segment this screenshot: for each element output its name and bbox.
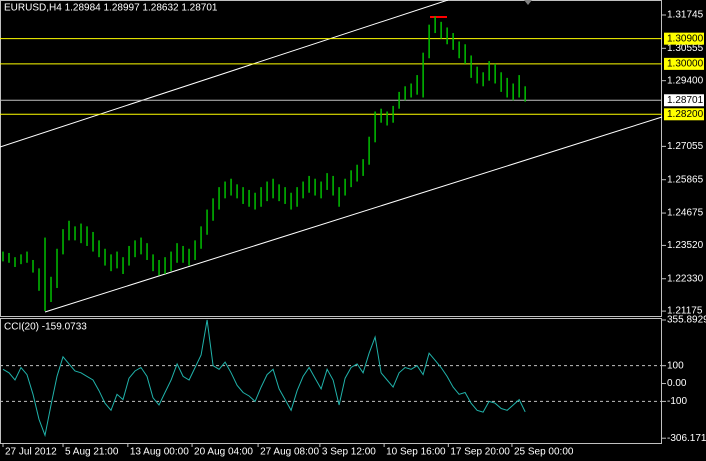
y-tick-label: 1.31745 [667,10,704,21]
y-tick-label: 0.00 [667,378,687,389]
indicator-title: CCI(20) -159.0733 [4,322,87,333]
level-label: 1.30000 [667,59,704,70]
level-label-box [664,108,704,121]
x-tick-label: 27 Aug 08:00 [260,447,319,458]
x-tick-label: 3 Sep 12:00 [322,447,376,458]
y-tick-label: 1.24675 [667,208,704,219]
x-tick-label: 10 Sep 16:00 [386,447,446,458]
x-tick-label: 25 Sep 00:00 [514,447,574,458]
level-label: 1.28200 [667,109,704,120]
x-tick-label: 5 Aug 21:00 [65,447,119,458]
cci-line [2,319,526,438]
channel-line [44,116,663,313]
y-tick-label: -306.171 [667,433,706,444]
x-tick-label: 13 Aug 00:00 [130,447,189,458]
x-tick-label: 27 Jul 2012 [5,447,57,458]
level-label-box [664,57,704,70]
y-tick-label: 100 [667,360,684,371]
level-label-box [664,94,704,107]
y-tick-label: 1.27055 [667,141,704,152]
x-tick-label: 20 Aug 04:00 [194,447,253,458]
y-tick-label: 1.21175 [667,306,703,317]
level-label-box [664,32,704,45]
channel-line [0,0,449,148]
y-tick-label: 1.30555 [667,43,704,54]
cci-panel-frame [0,318,662,444]
level-label: 1.28701 [667,95,704,106]
y-tick-label: -100 [667,396,687,407]
level-label: 1.30900 [667,33,704,44]
x-tick-label: 17 Sep 20:00 [450,447,510,458]
y-tick-label: 1.23520 [667,240,704,251]
chart-title: EURUSD,H4 1.28984 1.28997 1.28632 1.2870… [4,3,218,14]
y-tick-label: 355.8929 [667,315,706,326]
y-tick-label: 1.25865 [667,174,704,185]
y-tick-label: 1.29400 [667,75,704,86]
main-panel-frame [0,0,662,317]
shift-marker [524,0,532,5]
y-tick-label: 1.22330 [667,273,704,284]
